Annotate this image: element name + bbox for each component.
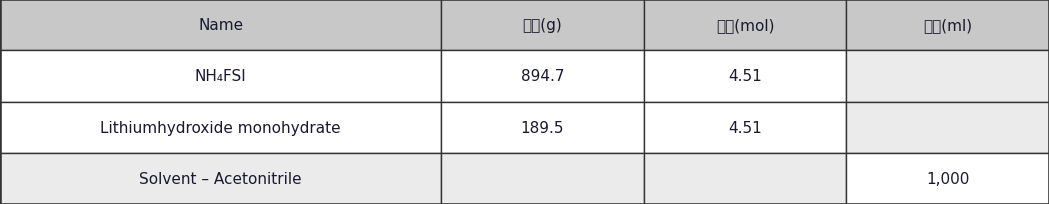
Text: 뫰수(mol): 뫰수(mol) xyxy=(715,18,774,33)
Bar xyxy=(442,153,644,204)
Text: 894.7: 894.7 xyxy=(520,69,564,84)
Text: 1,000: 1,000 xyxy=(926,171,969,186)
Text: 중량(g): 중량(g) xyxy=(522,18,562,33)
Bar xyxy=(847,51,1049,102)
Text: 4.51: 4.51 xyxy=(728,120,762,135)
Bar xyxy=(847,102,1049,153)
Text: Lithiumhydroxide monohydrate: Lithiumhydroxide monohydrate xyxy=(101,120,341,135)
Bar xyxy=(0,51,442,102)
Bar xyxy=(847,153,1049,204)
Text: 4.51: 4.51 xyxy=(728,69,762,84)
Bar xyxy=(0,0,442,51)
Bar xyxy=(442,0,644,51)
Bar xyxy=(644,153,847,204)
Bar xyxy=(644,102,847,153)
Text: Name: Name xyxy=(198,18,243,33)
Bar xyxy=(0,102,442,153)
Text: 부피(ml): 부피(ml) xyxy=(923,18,972,33)
Text: NH₄FSI: NH₄FSI xyxy=(195,69,247,84)
Bar xyxy=(644,51,847,102)
Text: 189.5: 189.5 xyxy=(520,120,564,135)
Text: Solvent – Acetonitrile: Solvent – Acetonitrile xyxy=(140,171,302,186)
Bar xyxy=(442,102,644,153)
Bar xyxy=(847,0,1049,51)
Bar xyxy=(442,51,644,102)
Bar xyxy=(644,0,847,51)
Bar xyxy=(0,153,442,204)
